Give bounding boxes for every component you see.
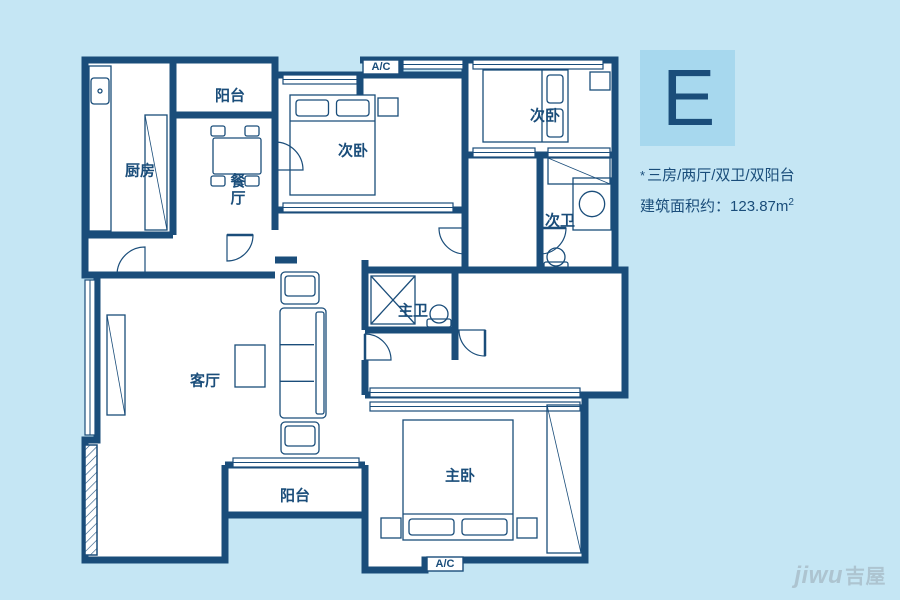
area-unit: m: [776, 198, 789, 215]
area-value: 123.87: [730, 198, 776, 215]
area-line: 建筑面积约：123.87m2: [640, 195, 870, 216]
desc-prefix: *: [640, 168, 645, 183]
layout-description: *三房/两厅/双卫/双阳台: [640, 164, 870, 185]
unit-letter: E: [640, 50, 735, 146]
desc-text: 三房/两厅/双卫/双阳台: [647, 167, 795, 184]
area-sup: 2: [788, 197, 794, 208]
area-label: 建筑面积约：: [640, 198, 730, 215]
unit-info-panel: E *三房/两厅/双卫/双阳台 建筑面积约：123.87m2: [640, 50, 870, 216]
